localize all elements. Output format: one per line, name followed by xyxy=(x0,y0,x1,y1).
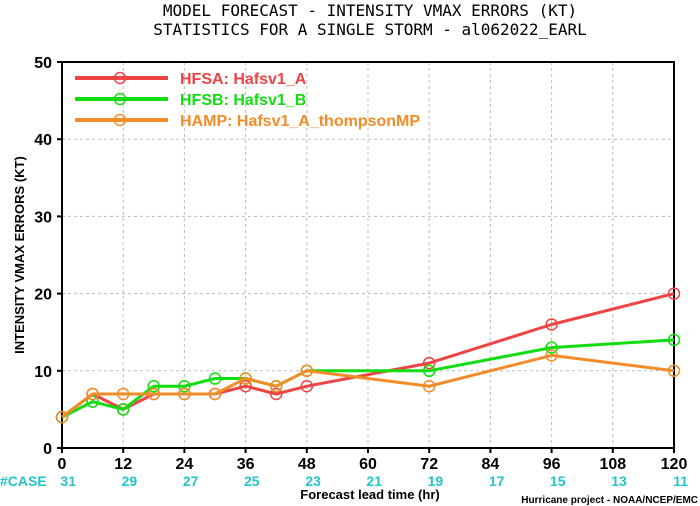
y-tick-label: 50 xyxy=(34,55,52,72)
y-tick-label: 0 xyxy=(43,441,52,458)
case-count: 19 xyxy=(428,473,444,489)
y-tick-label: 40 xyxy=(34,132,52,149)
data-point xyxy=(545,318,558,331)
data-point xyxy=(116,387,130,401)
data-point xyxy=(545,349,558,362)
data-point xyxy=(667,364,681,378)
x-axis-label: Forecast lead time (hr) xyxy=(300,487,439,502)
case-count: 15 xyxy=(550,473,566,489)
series-layer xyxy=(55,287,681,424)
case-count: 27 xyxy=(183,473,199,489)
legend-label: HAMP: Hafsv1_A_thompsonMP xyxy=(180,113,420,130)
x-tick-labels: 0 12 24 36 48 60 72 84 96 108 120 xyxy=(58,448,688,473)
x-tick-label: 72 xyxy=(420,456,438,473)
legend-item: HFSA: Hafsv1_A xyxy=(75,71,307,88)
case-count: 17 xyxy=(489,473,505,489)
case-count: 31 xyxy=(60,473,76,489)
x-tick-label: 96 xyxy=(543,456,561,473)
data-point xyxy=(86,387,99,401)
y-tick-labels: 0 10 20 30 40 50 xyxy=(34,55,62,458)
data-point xyxy=(208,372,222,385)
data-point xyxy=(667,333,681,347)
x-tick-label: 36 xyxy=(237,456,255,473)
x-tick-label: 24 xyxy=(176,456,194,473)
credit-text: Hurricane project - NOAA/NCEP/EMC xyxy=(521,495,698,506)
data-point xyxy=(300,379,314,393)
data-point xyxy=(300,364,314,378)
data-point xyxy=(239,372,252,385)
data-point xyxy=(208,387,222,401)
case-count: 25 xyxy=(244,473,260,489)
data-point xyxy=(86,395,99,408)
data-point xyxy=(269,379,283,393)
case-count: 13 xyxy=(611,473,627,489)
legend-item: HAMP: Hafsv1_A_thompsonMP xyxy=(75,113,420,130)
case-count: 11 xyxy=(673,473,688,489)
case-count: 29 xyxy=(122,473,138,489)
data-point xyxy=(422,379,436,393)
data-point xyxy=(667,287,681,300)
case-counts: 31 29 27 25 23 21 19 17 15 13 11 xyxy=(60,473,688,489)
y-tick-label: 20 xyxy=(34,287,52,304)
data-point xyxy=(116,403,130,416)
chart-subtitle: STATISTICS FOR A SINGLE STORM - al062022… xyxy=(153,20,586,39)
x-tick-label: 60 xyxy=(359,456,377,473)
legend-marker xyxy=(113,92,127,106)
chart-title: MODEL FORECAST - INTENSITY VMAX ERRORS (… xyxy=(163,1,577,20)
legend-label: HFSB: Hafsv1_B xyxy=(180,92,306,109)
x-tick-label: 12 xyxy=(114,456,132,473)
grid xyxy=(62,62,674,448)
data-point xyxy=(178,379,191,393)
x-tick-label: 108 xyxy=(599,456,626,473)
data-point xyxy=(422,356,436,370)
legend: HFSA: Hafsv1_A HFSB: Hafsv1_B HAMP: Hafsv1… xyxy=(75,71,420,130)
legend-item: HFSB: Hafsv1_B xyxy=(75,92,306,109)
series-3 xyxy=(55,349,681,424)
case-count: 21 xyxy=(366,473,382,489)
data-point xyxy=(269,387,283,401)
data-point xyxy=(422,364,436,378)
x-tick-label: 0 xyxy=(58,456,67,473)
case-count: 23 xyxy=(305,473,321,489)
legend-marker xyxy=(113,71,127,85)
data-point xyxy=(545,341,558,354)
x-tick-label: 48 xyxy=(298,456,316,473)
y-tick-label: 10 xyxy=(34,364,52,381)
data-point xyxy=(178,387,191,401)
data-point xyxy=(239,379,252,393)
data-point xyxy=(147,379,161,393)
y-tick-label: 30 xyxy=(34,209,52,226)
data-point xyxy=(147,387,161,401)
x-tick-label: 120 xyxy=(661,456,688,473)
legend-marker xyxy=(113,113,127,127)
case-label: #CASE xyxy=(0,473,47,489)
x-tick-label: 84 xyxy=(482,456,500,473)
legend-label: HFSA: Hafsv1_A xyxy=(180,71,307,88)
data-point xyxy=(55,410,69,424)
y-axis-label: INTENSITY VMAX ERRORS (KT) xyxy=(12,156,27,354)
